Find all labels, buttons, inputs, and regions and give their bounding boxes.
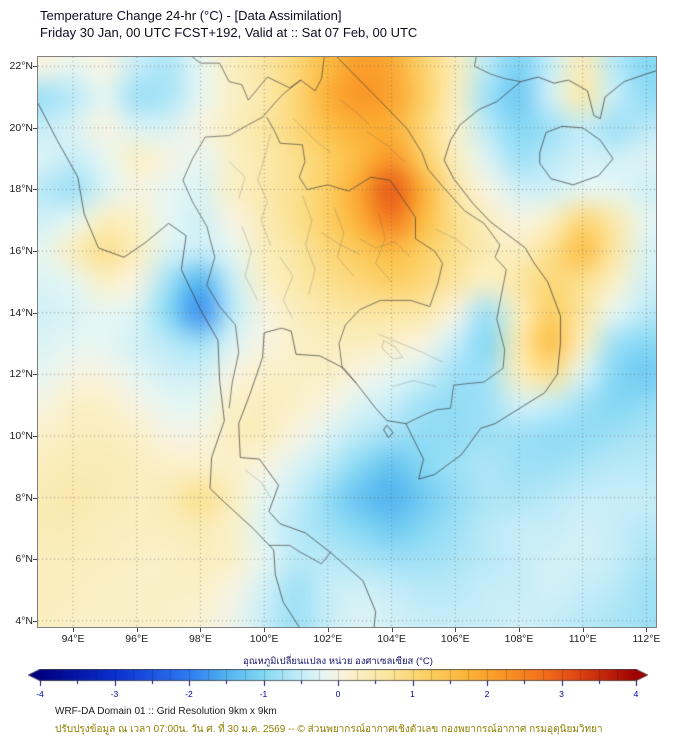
colorbar-label: อุณหภูมิเปลี่ยนแปลง หน่วย องศาเซลเซียส (…: [243, 656, 433, 667]
lat-tick-mark: [33, 251, 37, 253]
colorbar-tick-label: 2: [484, 689, 490, 699]
lon-tick-mark: [391, 628, 393, 632]
temperature-field-canvas: [38, 57, 656, 627]
lon-tick-mark: [327, 628, 329, 632]
lon-tick-label: 98°E: [189, 633, 212, 645]
footer-update-info: ปรับปรุงข้อมูล ณ เวลา 07:00น. วัน ศ. ที่…: [55, 724, 603, 735]
page-subtitle: Friday 30 Jan, 00 UTC FCST+192, Valid at…: [40, 25, 418, 40]
lon-tick-mark: [200, 628, 202, 632]
lon-tick-mark: [646, 628, 648, 632]
lat-tick-mark: [33, 620, 37, 622]
lat-tick-label: 10°N: [9, 429, 33, 442]
colorbar-tick-label: 0: [335, 689, 341, 699]
lat-tick-label: 6°N: [15, 553, 33, 566]
lon-tick-mark: [264, 628, 266, 632]
lon-tick-label: 100°E: [249, 633, 279, 645]
page-title: Temperature Change 24-hr (°C) - [Data As…: [40, 8, 342, 23]
colorbar: [28, 669, 648, 687]
lon-tick-label: 110°E: [568, 633, 597, 645]
lat-tick-mark: [33, 312, 37, 314]
lat-tick-label: 18°N: [9, 183, 33, 196]
lat-tick-mark: [33, 374, 37, 376]
lat-tick-mark: [33, 127, 37, 129]
lat-tick-label: 8°N: [15, 491, 33, 504]
lat-tick-label: 12°N: [9, 368, 33, 381]
lon-tick-mark: [519, 628, 521, 632]
lat-tick-mark: [33, 66, 37, 68]
colorbar-tick-label: 3: [559, 689, 564, 699]
lon-tick-mark: [582, 628, 584, 632]
lat-tick-label: 20°N: [9, 121, 33, 134]
colorbar-tick-label: 4: [633, 689, 639, 699]
footer-domain-info: WRF-DA Domain 01 :: Grid Resolution 9km …: [55, 706, 277, 717]
lon-tick-mark: [73, 628, 75, 632]
lon-tick-label: 108°E: [504, 633, 534, 645]
lat-tick-mark: [33, 435, 37, 437]
header: Temperature Change 24-hr (°C) - [Data As…: [40, 7, 417, 41]
colorbar-tick-label: -3: [110, 689, 119, 699]
colorbar-tick-label: -4: [36, 689, 44, 699]
lon-tick-label: 96°E: [125, 633, 149, 645]
lon-tick-label: 94°E: [61, 633, 85, 645]
lat-tick-mark: [33, 189, 37, 191]
lat-tick-label: 16°N: [9, 245, 33, 258]
lat-tick-label: 22°N: [9, 60, 33, 73]
lon-tick-label: 112°E: [632, 633, 661, 645]
lat-tick-mark: [33, 497, 37, 499]
lat-tick-label: 14°N: [9, 306, 33, 319]
lon-tick-mark: [136, 628, 138, 632]
lon-tick-mark: [455, 628, 457, 632]
lat-tick-label: 4°N: [15, 614, 33, 627]
colorbar-tick-label: -2: [185, 689, 193, 699]
colorbar-tick-label: 1: [410, 689, 415, 699]
lon-tick-label: 104°E: [377, 633, 406, 645]
lat-tick-mark: [33, 559, 37, 561]
colorbar-tick-label: -1: [259, 689, 268, 699]
lon-tick-label: 106°E: [440, 633, 470, 645]
lon-tick-label: 102°E: [313, 633, 343, 645]
map-plot-area: [37, 56, 657, 628]
